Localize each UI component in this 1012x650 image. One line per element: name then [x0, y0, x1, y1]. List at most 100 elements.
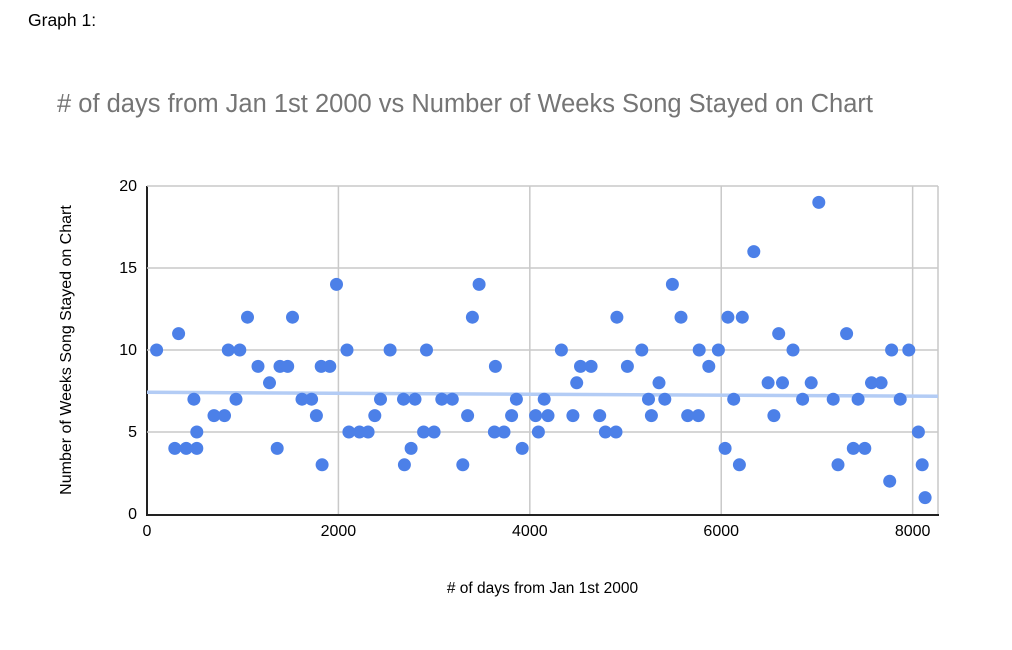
data-point[interactable] [642, 392, 655, 406]
data-point[interactable] [721, 310, 735, 324]
data-point[interactable] [150, 343, 164, 357]
data-point[interactable] [747, 245, 761, 259]
data-point[interactable] [509, 392, 523, 406]
data-point[interactable] [270, 441, 284, 455]
data-point[interactable] [918, 491, 932, 505]
data-point[interactable] [505, 409, 519, 423]
data-point[interactable] [691, 409, 705, 423]
data-point[interactable] [902, 343, 916, 357]
data-point[interactable] [883, 474, 897, 488]
data-point[interactable] [427, 425, 441, 439]
data-point[interactable] [566, 409, 580, 423]
data-point[interactable] [804, 376, 818, 390]
data-point[interactable] [812, 195, 826, 209]
data-point[interactable] [295, 392, 309, 406]
data-point[interactable] [172, 327, 186, 341]
data-point[interactable] [417, 425, 431, 439]
data-point[interactable] [263, 376, 276, 390]
data-point[interactable] [732, 458, 746, 472]
data-point[interactable] [315, 458, 329, 472]
data-point[interactable] [652, 376, 666, 390]
data-point[interactable] [330, 277, 343, 291]
data-point[interactable] [529, 409, 543, 423]
data-point[interactable] [644, 409, 658, 423]
data-point[interactable] [865, 376, 878, 390]
data-point[interactable] [727, 392, 741, 406]
data-point[interactable] [190, 441, 204, 455]
data-point[interactable] [915, 458, 929, 472]
data-point[interactable] [445, 392, 459, 406]
data-point[interactable] [397, 458, 411, 472]
data-point[interactable] [826, 392, 840, 406]
data-point[interactable] [692, 343, 706, 357]
data-point[interactable] [487, 425, 501, 439]
data-point[interactable] [218, 409, 231, 423]
data-point[interactable] [846, 441, 860, 455]
data-point[interactable] [911, 425, 925, 439]
data-point[interactable] [229, 392, 243, 406]
data-point[interactable] [610, 310, 624, 324]
data-point[interactable] [456, 458, 470, 472]
data-point[interactable] [497, 425, 511, 439]
data-point[interactable] [761, 376, 775, 390]
data-point[interactable] [187, 392, 201, 406]
data-point[interactable] [598, 425, 612, 439]
data-point[interactable] [251, 359, 265, 373]
data-point[interactable] [397, 392, 410, 406]
data-point[interactable] [593, 409, 607, 423]
data-point[interactable] [858, 441, 872, 455]
data-point[interactable] [772, 327, 786, 341]
scatter-plot-area[interactable] [146, 185, 939, 514]
data-point[interactable] [735, 310, 749, 324]
data-point[interactable] [281, 359, 295, 373]
data-point[interactable] [361, 425, 375, 439]
data-point[interactable] [718, 441, 732, 455]
data-point[interactable] [286, 310, 299, 324]
data-point[interactable] [472, 277, 486, 291]
data-point[interactable] [435, 392, 449, 406]
data-point[interactable] [190, 425, 204, 439]
data-point[interactable] [681, 409, 695, 423]
data-point[interactable] [541, 409, 555, 423]
data-point[interactable] [874, 376, 888, 390]
data-point[interactable] [305, 392, 319, 406]
data-point[interactable] [674, 310, 688, 324]
data-point[interactable] [851, 392, 865, 406]
data-point[interactable] [420, 343, 433, 357]
data-point[interactable] [609, 425, 623, 439]
data-point[interactable] [584, 359, 598, 373]
data-point[interactable] [840, 327, 854, 341]
data-point[interactable] [383, 343, 397, 357]
data-point[interactable] [408, 392, 422, 406]
data-point[interactable] [570, 376, 584, 390]
data-point[interactable] [340, 343, 354, 357]
data-point[interactable] [465, 310, 479, 324]
data-point[interactable] [658, 392, 672, 406]
data-point[interactable] [309, 409, 323, 423]
data-point[interactable] [207, 409, 221, 423]
data-point[interactable] [796, 392, 810, 406]
data-point[interactable] [893, 392, 907, 406]
data-point[interactable] [179, 441, 193, 455]
data-point[interactable] [461, 409, 475, 423]
data-point[interactable] [554, 343, 568, 357]
data-point[interactable] [374, 392, 387, 406]
data-point[interactable] [488, 359, 502, 373]
data-point[interactable] [885, 343, 899, 357]
data-point[interactable] [368, 409, 382, 423]
data-point[interactable] [515, 441, 529, 455]
data-point[interactable] [620, 359, 634, 373]
data-point[interactable] [323, 359, 337, 373]
data-point[interactable] [221, 343, 235, 357]
data-point[interactable] [241, 310, 254, 324]
data-point[interactable] [404, 441, 418, 455]
data-point[interactable] [786, 343, 800, 357]
data-point[interactable] [574, 359, 587, 373]
data-point[interactable] [342, 425, 356, 439]
data-point[interactable] [711, 343, 725, 357]
data-point[interactable] [537, 392, 551, 406]
data-point[interactable] [665, 277, 679, 291]
data-point[interactable] [702, 359, 716, 373]
data-point[interactable] [635, 343, 649, 357]
data-point[interactable] [767, 409, 781, 423]
